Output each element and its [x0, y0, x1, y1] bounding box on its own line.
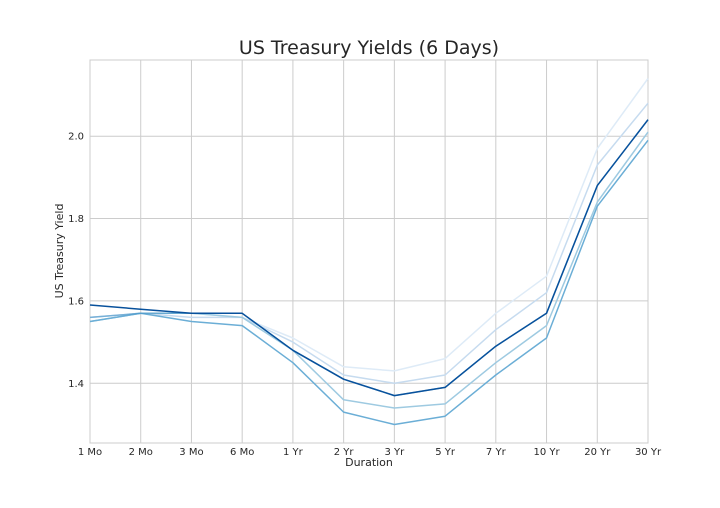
plot-background	[90, 60, 648, 443]
x-tick-label: 1 Mo	[78, 447, 102, 458]
chart-title: US Treasury Yields (6 Days)	[239, 37, 499, 59]
x-axis-label: Duration	[345, 456, 393, 469]
y-tick-label: 1.8	[68, 214, 84, 225]
y-axis-label: US Treasury Yield	[53, 204, 66, 299]
series-lines	[89, 78, 649, 426]
y-tick-label: 2.0	[68, 132, 84, 143]
series-line-4	[89, 139, 649, 426]
y-tick-label: 1.4	[68, 379, 84, 390]
grid	[89, 59, 649, 444]
x-tick-label: 6 Mo	[230, 447, 254, 458]
x-tick-label: 3 Yr	[384, 447, 405, 458]
x-tick-label: 2 Yr	[334, 447, 355, 458]
x-tick-label: 1 Yr	[283, 447, 304, 458]
x-tick-label: 2 Mo	[129, 447, 153, 458]
x-tick-labels: 1 Mo 2 Mo 3 Mo 6 Mo 1 Yr 2 Yr 3 Yr 5 Yr 7 Yr 10 Y…	[78, 447, 662, 458]
y-tick-labels: 1.4 1.6 1.8 2.0	[68, 132, 84, 390]
x-tick-label: 3 Mo	[179, 447, 203, 458]
x-tick-label: 30 Yr	[635, 447, 662, 458]
x-tick-label: 20 Yr	[584, 447, 611, 458]
y-tick-label: 1.6	[68, 296, 84, 307]
x-tick-label: 5 Yr	[435, 447, 456, 458]
plot-frame	[89, 59, 649, 444]
x-tick-label: 10 Yr	[533, 447, 560, 458]
x-tick-label: 7 Yr	[486, 447, 507, 458]
series-line-2	[89, 102, 649, 385]
series-line-6	[89, 119, 649, 397]
